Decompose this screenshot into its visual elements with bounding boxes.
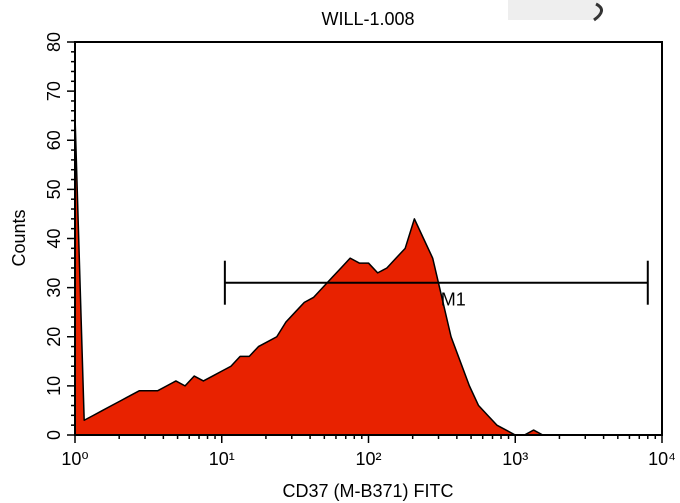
logo-box	[508, 0, 600, 20]
y-tick-label: 80	[44, 32, 64, 52]
histogram-area	[74, 114, 553, 436]
y-tick-label: 0	[44, 430, 64, 440]
y-tick-label: 70	[44, 81, 64, 101]
logo	[508, 0, 603, 22]
x-tick-label: 10³	[502, 449, 528, 469]
y-tick-label: 20	[44, 327, 64, 347]
y-tick-label: 60	[44, 130, 64, 150]
chart-title: WILL-1.008	[321, 9, 414, 29]
y-tick-label: 50	[44, 179, 64, 199]
marker-label: M1	[441, 289, 466, 309]
y-tick-label: 30	[44, 278, 64, 298]
y-tick-label: 40	[44, 228, 64, 248]
x-tick-label: 10²	[355, 449, 381, 469]
logo-swoosh	[593, 2, 603, 22]
y-axis-label: Counts	[9, 209, 29, 266]
x-tick-label: 10¹	[209, 449, 235, 469]
x-tick-label: 10⁰	[61, 449, 88, 469]
y-tick-label: 10	[44, 376, 64, 396]
x-tick-label: 10⁴	[648, 449, 676, 469]
x-axis-label: CD37 (M-B371) FITC	[282, 481, 453, 501]
